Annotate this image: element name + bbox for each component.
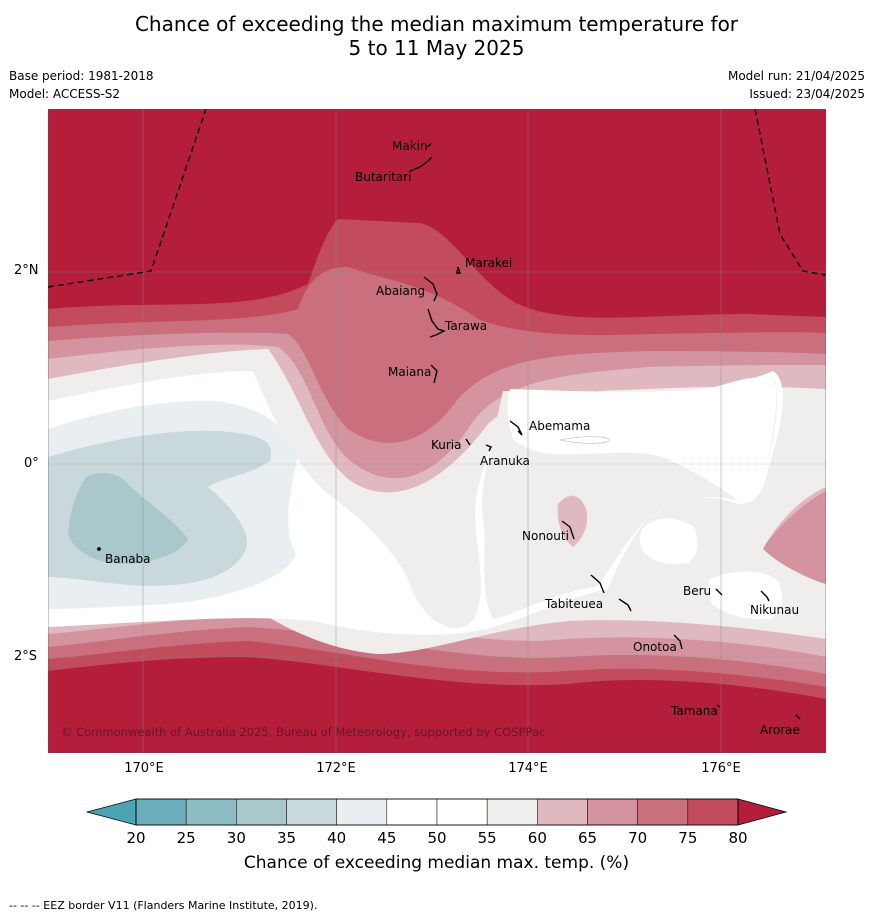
label-abaiang: Abaiang — [376, 284, 425, 298]
label-makin: Makin — [392, 139, 428, 153]
label-banaba: Banaba — [105, 552, 151, 566]
map-panel: Makin Butaritari Marakei Abaiang Tarawa … — [48, 109, 826, 753]
label-onotoa: Onotoa — [633, 640, 677, 654]
band-30 — [68, 473, 188, 565]
colorbar-tick: 65 — [577, 829, 598, 847]
label-nonouti: Nonouti — [522, 529, 569, 543]
colorbar-tick: 30 — [226, 829, 246, 847]
map-title: Chance of exceeding the median maximum t… — [0, 12, 873, 60]
lon-label-172e: 172°E — [316, 761, 356, 776]
label-butaritari: Butaritari — [355, 170, 412, 184]
colorbar-segment — [436, 798, 488, 826]
blob-45-beru — [708, 571, 783, 620]
island-tabiteuea-n — [590, 574, 605, 594]
island-kuria — [465, 438, 471, 446]
island-aranuka — [485, 444, 492, 452]
colorbar-tick: 35 — [276, 829, 297, 847]
colorbar-tick: 60 — [527, 829, 547, 847]
colorbar-segment — [637, 798, 689, 826]
title-line-1: Chance of exceeding the median maximum t… — [134, 12, 739, 36]
island-marakei — [456, 266, 461, 274]
meta-left: Base period: 1981-2018 Model: ACCESS-S2 — [9, 67, 154, 103]
colorbar-tick: 80 — [728, 829, 748, 847]
label-abemama: Abemama — [529, 419, 590, 433]
island-abaiang — [423, 276, 438, 302]
colorbar-segment — [587, 798, 638, 826]
colorbar-segment — [687, 798, 739, 826]
colorbar-segment — [336, 798, 388, 826]
gridlines — [48, 109, 826, 753]
label-marakei: Marakei — [465, 256, 512, 270]
label-kuria: Kuria — [431, 438, 462, 452]
label-tamana: Tamana — [670, 704, 718, 718]
label-maiana: Maiana — [388, 365, 431, 379]
eez-border — [48, 109, 826, 288]
meta-right: Model run: 21/04/2025 Issued: 23/04/2025 — [728, 67, 865, 103]
issued-date: Issued: 23/04/2025 — [749, 87, 865, 101]
island-makin — [427, 142, 432, 148]
colorbar-segment — [486, 798, 538, 826]
label-arorae: Arorae — [760, 723, 800, 737]
island-banaba — [97, 547, 101, 551]
island-onotoa — [673, 634, 683, 650]
colorbar-segment — [386, 798, 438, 826]
colorbar-segment — [537, 798, 588, 826]
lon-label-170e: 170°E — [124, 761, 164, 776]
colorbar-tick: 70 — [628, 829, 648, 847]
blob-45-small — [639, 518, 698, 565]
blob-60-nonouti — [557, 495, 588, 547]
label-aranuka: Aranuka — [480, 454, 530, 468]
island-tamana — [716, 704, 721, 708]
base-period: Base period: 1981-2018 — [9, 69, 154, 83]
copyright: © Commonwealth of Australia 2025, Bureau… — [61, 725, 545, 739]
colorbar-segment — [135, 798, 187, 826]
island-maiana — [430, 364, 438, 384]
colorbar-arrow-low — [86, 798, 137, 826]
colorbar-tick: 40 — [327, 829, 347, 847]
island-tabiteuea-s — [618, 598, 632, 612]
island-abemama — [509, 420, 523, 436]
colorbar-tick: 20 — [126, 829, 146, 847]
label-beru: Beru — [683, 584, 711, 598]
colorbar-segment — [185, 798, 237, 826]
colorbar-tick: 45 — [377, 829, 397, 847]
colorbar-tick: 25 — [176, 829, 196, 847]
island-nikunau — [760, 590, 770, 602]
lat-label-2s: 2°S — [14, 649, 38, 664]
place-labels: Makin Butaritari Marakei Abaiang Tarawa … — [105, 139, 800, 737]
eez-footnote: -- -- -- EEZ border V11 (Flanders Marine… — [9, 899, 318, 912]
colorbar-frame — [135, 798, 739, 826]
lat-label-2n: 2°N — [14, 263, 39, 278]
island-butaritari — [409, 156, 433, 172]
island-beru — [715, 588, 723, 596]
blob-45-east — [507, 377, 777, 501]
lon-label-174e: 174°E — [508, 761, 548, 776]
island-tarawa — [427, 308, 446, 338]
lon-label-176e: 176°E — [701, 761, 741, 776]
colorbar-tick: 50 — [427, 829, 447, 847]
lat-label-0: 0° — [24, 456, 39, 471]
colorbar-label: Chance of exceeding median max. temp. (%… — [243, 853, 630, 873]
title-line-2: 5 to 11 May 2025 — [348, 36, 525, 60]
colorbar-segment — [236, 798, 287, 826]
label-nikunau: Nikunau — [750, 603, 799, 617]
label-tabiteuea: Tabiteuea — [544, 597, 603, 611]
model-name: Model: ACCESS-S2 — [9, 87, 121, 101]
island-arorae — [795, 714, 801, 720]
island-nonouti — [561, 520, 575, 540]
label-tarawa: Tarawa — [444, 319, 487, 333]
model-run: Model run: 21/04/2025 — [727, 69, 865, 83]
lens-shape — [559, 436, 611, 444]
islands — [97, 142, 801, 720]
colorbar-segment — [286, 798, 337, 826]
colorbar-tick: 75 — [678, 829, 698, 847]
colorbar — [86, 798, 788, 826]
colorbar-tick: 55 — [477, 829, 497, 847]
colorbar-arrow-high — [737, 798, 788, 826]
